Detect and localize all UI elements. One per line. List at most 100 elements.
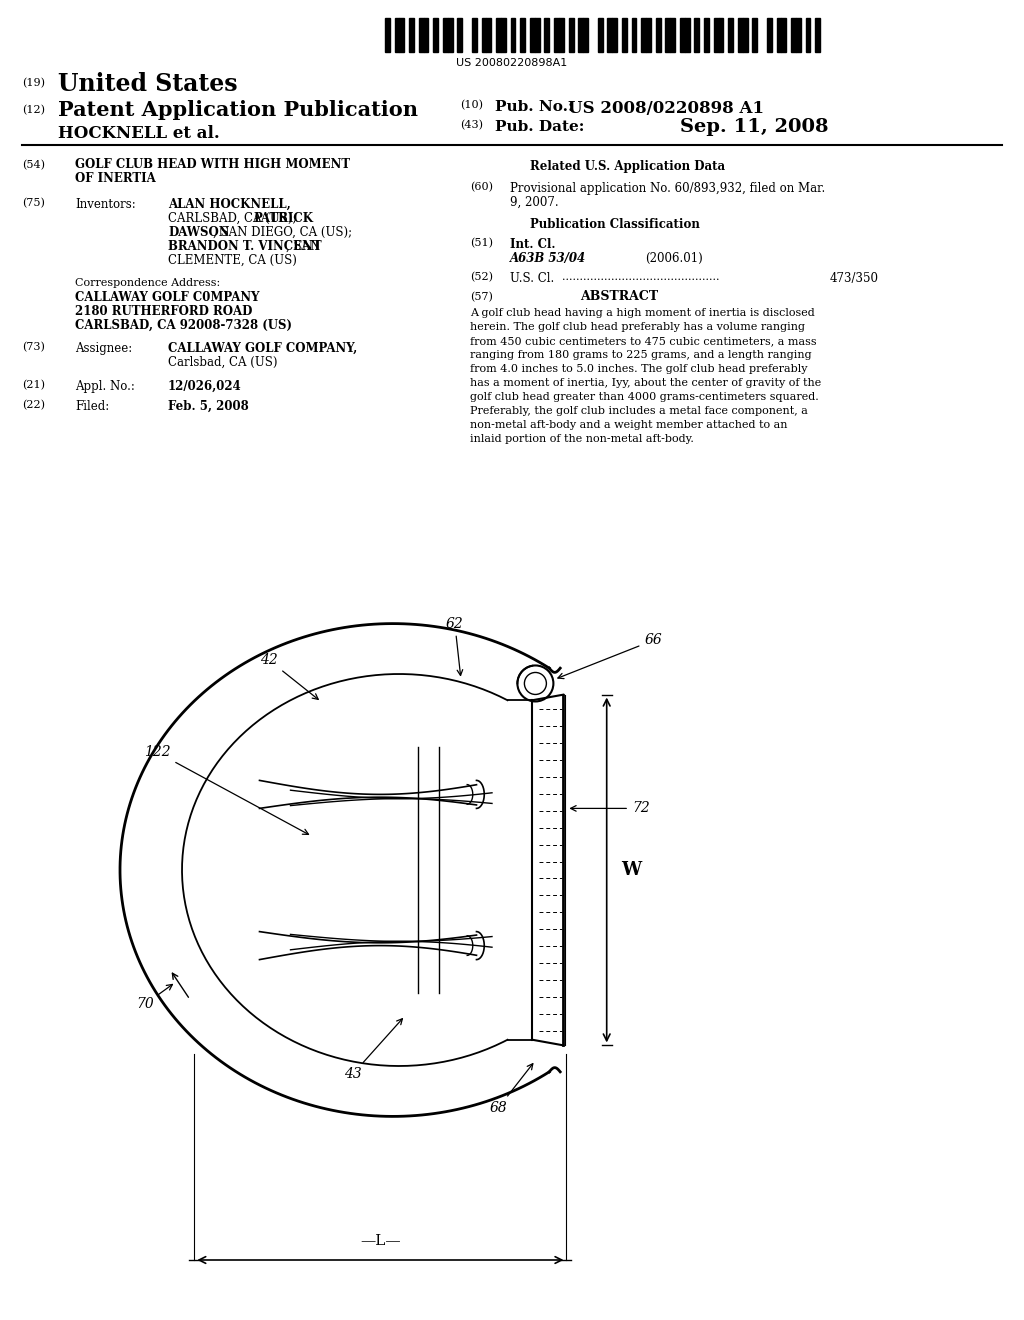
Bar: [806, 18, 810, 51]
Text: from 450 cubic centimeters to 475 cubic centimeters, a mass: from 450 cubic centimeters to 475 cubic …: [470, 337, 816, 346]
Bar: [641, 18, 646, 51]
Text: 42: 42: [260, 653, 318, 700]
Text: Publication Classification: Publication Classification: [530, 218, 699, 231]
Bar: [612, 18, 617, 51]
Text: (54): (54): [22, 160, 45, 170]
Text: , SAN: , SAN: [286, 240, 321, 253]
Bar: [545, 18, 549, 51]
Bar: [520, 18, 525, 51]
Text: US 2008/0220898 A1: US 2008/0220898 A1: [568, 100, 764, 117]
Bar: [632, 18, 636, 51]
Bar: [497, 18, 501, 51]
Text: 43: 43: [344, 1019, 402, 1081]
Bar: [419, 18, 424, 51]
Bar: [719, 18, 723, 51]
Text: 9, 2007.: 9, 2007.: [510, 195, 559, 209]
Text: Pub. Date:: Pub. Date:: [495, 120, 585, 135]
Text: DAWSON: DAWSON: [168, 226, 229, 239]
Bar: [579, 18, 583, 51]
Text: United States: United States: [58, 73, 238, 96]
Text: A63B 53/04: A63B 53/04: [510, 252, 586, 265]
Text: (52): (52): [470, 272, 493, 282]
Bar: [583, 18, 588, 51]
Text: Provisional application No. 60/893,932, filed on Mar.: Provisional application No. 60/893,932, …: [510, 182, 825, 195]
Bar: [728, 18, 733, 51]
Bar: [486, 18, 492, 51]
Text: ALAN HOCKNELL,: ALAN HOCKNELL,: [168, 198, 291, 211]
Text: .............................................: ........................................…: [562, 272, 720, 282]
Text: CALLAWAY GOLF C0MPANY: CALLAWAY GOLF C0MPANY: [75, 290, 259, 304]
Text: BRANDON T. VINCENT: BRANDON T. VINCENT: [168, 240, 322, 253]
Text: (43): (43): [460, 120, 483, 131]
Bar: [385, 18, 390, 51]
Bar: [443, 18, 447, 51]
Bar: [568, 18, 573, 51]
Bar: [767, 18, 772, 51]
Text: CARLSBAD, CA (US);: CARLSBAD, CA (US);: [168, 213, 300, 224]
Text: (57): (57): [470, 292, 493, 302]
Bar: [646, 18, 651, 51]
Bar: [554, 18, 559, 51]
Bar: [694, 18, 699, 51]
Bar: [742, 18, 748, 51]
Text: Correspondence Address:: Correspondence Address:: [75, 279, 220, 288]
Bar: [481, 18, 486, 51]
Text: (73): (73): [22, 342, 45, 352]
Bar: [622, 18, 627, 51]
Text: OF INERTIA: OF INERTIA: [75, 172, 156, 185]
Text: (75): (75): [22, 198, 45, 209]
Text: non-metal aft-body and a weight member attached to an: non-metal aft-body and a weight member a…: [470, 420, 787, 430]
Bar: [394, 18, 399, 51]
Bar: [666, 18, 670, 51]
Bar: [655, 18, 660, 51]
Bar: [815, 18, 820, 51]
Bar: [670, 18, 675, 51]
Text: 70: 70: [136, 985, 172, 1011]
Text: 122: 122: [144, 746, 308, 834]
Text: Preferably, the golf club includes a metal face component, a: Preferably, the golf club includes a met…: [470, 407, 808, 416]
Bar: [447, 18, 453, 51]
Bar: [472, 18, 477, 51]
Text: has a moment of inertia, Iyy, about the center of gravity of the: has a moment of inertia, Iyy, about the …: [470, 378, 821, 388]
Text: (10): (10): [460, 100, 483, 111]
Bar: [791, 18, 796, 51]
Text: CARLSBAD, CA 92008-7328 (US): CARLSBAD, CA 92008-7328 (US): [75, 319, 292, 333]
Text: A golf club head having a high moment of inertia is disclosed: A golf club head having a high moment of…: [470, 308, 815, 318]
Text: Carlsbad, CA (US): Carlsbad, CA (US): [168, 356, 278, 370]
Bar: [535, 18, 540, 51]
Text: U.S. Cl.: U.S. Cl.: [510, 272, 554, 285]
Text: , SAN DIEGO, CA (US);: , SAN DIEGO, CA (US);: [213, 226, 352, 239]
Text: CALLAWAY GOLF COMPANY,: CALLAWAY GOLF COMPANY,: [168, 342, 357, 355]
Text: Int. Cl.: Int. Cl.: [510, 238, 555, 251]
Bar: [781, 18, 786, 51]
Text: Assignee:: Assignee:: [75, 342, 132, 355]
Text: ranging from 180 grams to 225 grams, and a length ranging: ranging from 180 grams to 225 grams, and…: [470, 350, 812, 360]
Bar: [458, 18, 462, 51]
Text: Pub. No.:: Pub. No.:: [495, 100, 573, 114]
Text: (12): (12): [22, 106, 45, 115]
Text: (19): (19): [22, 78, 45, 88]
Text: W: W: [622, 861, 642, 879]
Text: 62: 62: [445, 616, 464, 676]
Text: US 20080220898A1: US 20080220898A1: [457, 58, 567, 69]
Text: (60): (60): [470, 182, 493, 193]
Text: 2180 RUTHERFORD ROAD: 2180 RUTHERFORD ROAD: [75, 305, 252, 318]
Bar: [753, 18, 757, 51]
Text: HOCKNELL et al.: HOCKNELL et al.: [58, 125, 220, 143]
Text: 72: 72: [570, 801, 649, 816]
Text: Related U.S. Application Data: Related U.S. Application Data: [530, 160, 725, 173]
Text: (2006.01): (2006.01): [645, 252, 702, 265]
Bar: [559, 18, 564, 51]
Text: herein. The golf club head preferably has a volume ranging: herein. The golf club head preferably ha…: [470, 322, 805, 333]
Text: Patent Application Publication: Patent Application Publication: [58, 100, 418, 120]
Text: PATRICK: PATRICK: [253, 213, 313, 224]
Text: 12/026,024: 12/026,024: [168, 380, 242, 393]
Bar: [607, 18, 612, 51]
Bar: [424, 18, 428, 51]
Bar: [501, 18, 506, 51]
Bar: [433, 18, 438, 51]
Bar: [410, 18, 414, 51]
Text: from 4.0 inches to 5.0 inches. The golf club head preferably: from 4.0 inches to 5.0 inches. The golf …: [470, 364, 808, 374]
Text: —L—: —L—: [360, 1234, 400, 1247]
Bar: [399, 18, 404, 51]
